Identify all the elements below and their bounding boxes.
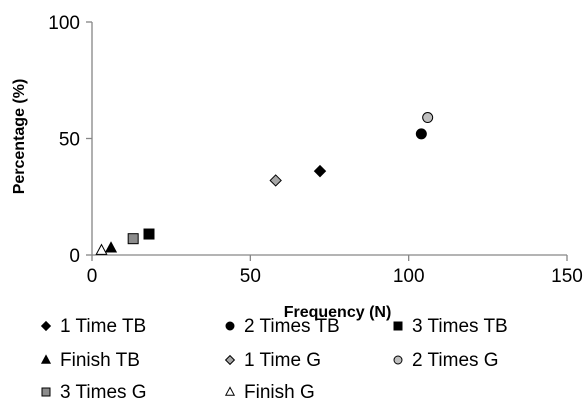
legend-marker	[224, 386, 236, 396]
legend-item: 2 Times TB	[225, 316, 340, 337]
legend-label: 1 Time G	[244, 350, 321, 371]
legend-label: 3 Times G	[60, 382, 147, 403]
legend-label: Finish G	[244, 382, 315, 403]
legend: 1 Time TB 2 Times TB 3 Times TB Finish TB 1 …	[40, 316, 508, 403]
legend-item: 2 Times G	[393, 350, 499, 371]
legend-item: Finish TB	[40, 350, 140, 371]
legend-item: 3 Times TB	[393, 316, 508, 337]
data-point	[422, 112, 434, 124]
data-point	[269, 174, 282, 187]
data-points	[95, 112, 434, 255]
legend-marker	[393, 355, 403, 365]
x-axis-title: Frequency (N)	[284, 304, 392, 321]
axes	[91, 22, 567, 256]
data-point	[313, 164, 327, 178]
data-point	[127, 233, 139, 245]
legend-item: 1 Time G	[224, 350, 321, 371]
x-tick-label: 150	[551, 266, 583, 287]
legend-marker	[225, 321, 235, 331]
legend-marker	[40, 320, 52, 332]
legend-label: 3 Times TB	[412, 316, 508, 337]
data-point	[415, 128, 427, 140]
legend-marker	[224, 354, 236, 366]
ticks: 0 50 100 0 50 100 150	[48, 13, 583, 287]
x-tick-label: 50	[240, 266, 261, 287]
y-tick-label: 0	[69, 246, 80, 267]
y-tick-label: 100	[48, 13, 80, 34]
legend-label: 1 Time TB	[60, 316, 146, 337]
legend-marker	[40, 354, 52, 364]
legend-label: 2 Times G	[412, 350, 499, 371]
legend-item: Finish G	[224, 382, 315, 403]
legend-item: 1 Time TB	[40, 316, 146, 337]
data-point	[95, 243, 108, 255]
data-point	[104, 241, 118, 253]
x-tick-label: 0	[87, 266, 98, 287]
y-axis-title: Percentage (%)	[11, 79, 28, 195]
legend-item: 3 Times G	[41, 382, 147, 403]
legend-label: Finish TB	[60, 350, 140, 371]
data-point	[143, 228, 155, 240]
legend-marker	[393, 321, 403, 331]
x-tick-label: 100	[393, 266, 425, 287]
legend-marker	[41, 387, 51, 397]
legend-label: 2 Times TB	[244, 316, 340, 337]
y-tick-label: 50	[59, 130, 80, 151]
